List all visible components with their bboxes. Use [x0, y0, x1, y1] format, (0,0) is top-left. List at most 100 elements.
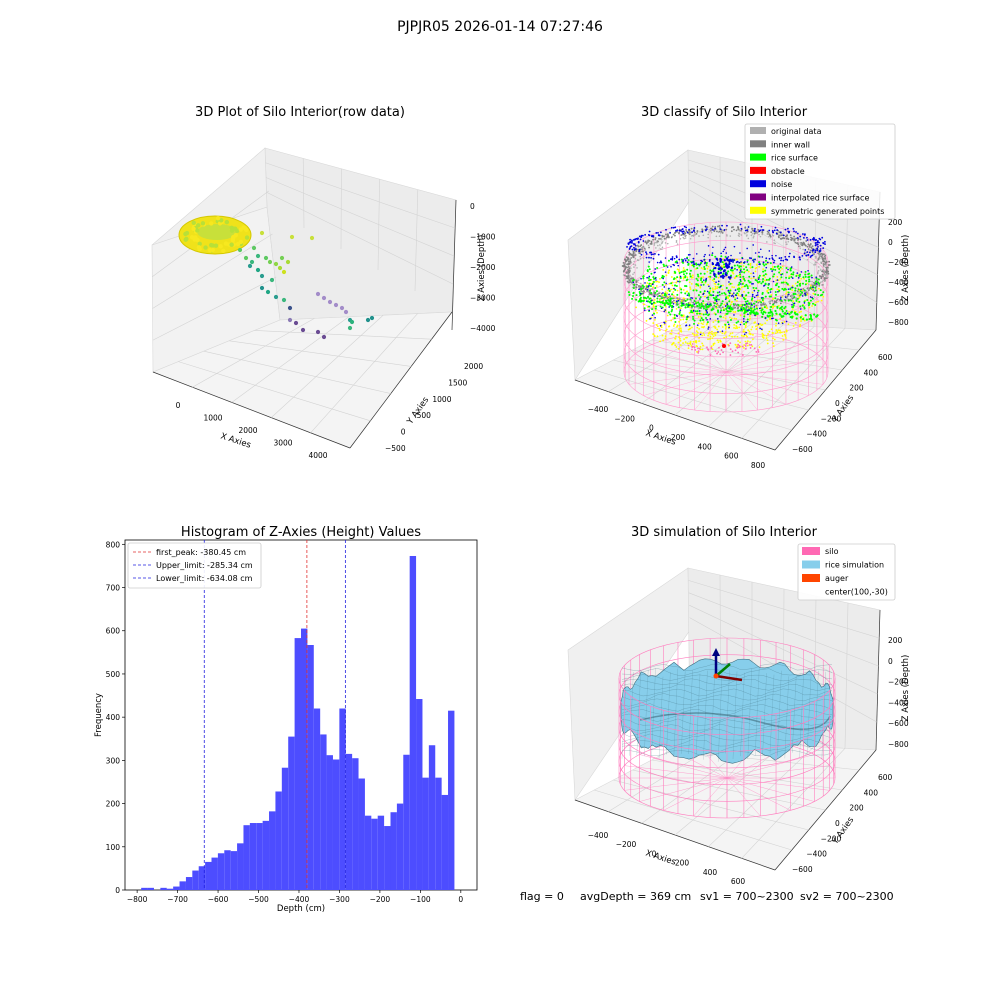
- symmetric-point: [768, 330, 771, 333]
- noise-point: [771, 317, 773, 320]
- rice-mesh-line: [629, 672, 634, 756]
- noise-point: [687, 315, 689, 318]
- original-point: [665, 237, 668, 240]
- rice-surface-point: [722, 309, 725, 312]
- inner-wall-point: [806, 245, 809, 248]
- noise-point: [682, 230, 685, 233]
- symmetric-point: [769, 317, 772, 320]
- hist-xtick-0: −800: [127, 895, 148, 904]
- noise-point: [810, 254, 813, 257]
- raw-point: [300, 327, 306, 333]
- silo-spoke: [725, 371, 809, 396]
- original-point: [664, 242, 667, 244]
- symmetric-point: [759, 323, 762, 325]
- noise-point: [630, 239, 633, 242]
- rice-surface-point: [777, 285, 780, 288]
- original-point: [817, 271, 819, 274]
- inner-wall-point: [696, 230, 699, 232]
- symmetric-point: [752, 333, 754, 336]
- symmetric-point: [717, 276, 720, 279]
- noise-point: [736, 260, 739, 263]
- inner-wall-point: [644, 240, 647, 243]
- inner-wall-point: [796, 290, 799, 293]
- hist-bar: [205, 861, 212, 890]
- raw-y-tick-3: 1000: [432, 395, 451, 404]
- original-point: [632, 263, 635, 266]
- rice-surface-point: [822, 291, 825, 294]
- noise-point: [633, 249, 636, 251]
- noise-point: [656, 261, 659, 264]
- original-point: [750, 234, 753, 237]
- raw-point: [285, 259, 291, 265]
- symmetric-point: [679, 330, 682, 332]
- rice-surface-point: [774, 309, 777, 313]
- noise-point: [706, 290, 709, 293]
- rice-surface-point: [713, 278, 716, 281]
- obstacle-point: [722, 344, 726, 348]
- noise-point: [660, 307, 663, 310]
- silo-spoke: [725, 371, 758, 411]
- noise-point: [818, 241, 820, 244]
- rice-surface-point: [714, 255, 717, 258]
- inner-wall-point: [828, 260, 831, 263]
- noise-point: [803, 234, 806, 236]
- noise-point: [757, 294, 759, 296]
- symmetric-point: [765, 337, 768, 340]
- rice-surface-point: [757, 276, 760, 279]
- original-point: [799, 245, 801, 248]
- hist-ytick-0: 0: [115, 886, 120, 895]
- noise-point: [711, 262, 715, 266]
- symmetric-point: [775, 324, 777, 327]
- rice-surface-point: [737, 309, 740, 312]
- rice-surface-point: [801, 304, 804, 307]
- rice-surface-point: [703, 272, 706, 275]
- symmetric-point: [783, 333, 786, 336]
- original-point: [675, 297, 677, 300]
- rice-surface-point: [642, 275, 645, 278]
- noise-point: [679, 229, 682, 232]
- noise-point: [626, 246, 628, 248]
- original-point: [819, 269, 822, 271]
- rice-surface-point: [729, 318, 732, 321]
- original-point: [819, 257, 821, 260]
- symmetric-point: [664, 305, 667, 308]
- noise-point: [638, 250, 641, 252]
- noise-point: [653, 271, 656, 274]
- noise-point: [800, 271, 803, 273]
- rice-mesh-line: [688, 670, 693, 754]
- original-point: [795, 297, 798, 299]
- rice-surface-point: [764, 295, 767, 298]
- noise-point: [811, 249, 814, 252]
- rice-surface-point: [779, 307, 782, 310]
- noise-point: [724, 246, 727, 249]
- noise-point: [675, 230, 677, 232]
- symmetric-point: [706, 270, 709, 273]
- rice-surface-point: [789, 315, 792, 319]
- symmetric-point: [748, 285, 751, 287]
- hist-bar: [237, 843, 244, 890]
- inner-wall-point: [793, 235, 796, 238]
- noise-point: [671, 259, 674, 261]
- noise-point: [673, 257, 676, 260]
- classify-legend-label-5: interpolated rice surface: [771, 194, 869, 203]
- inner-wall-point: [734, 303, 737, 306]
- rice-surface-point: [793, 311, 796, 314]
- hist-xtick-6: −200: [370, 895, 391, 904]
- noise-point: [726, 303, 729, 306]
- rice-surface-point: [670, 310, 673, 313]
- symmetric-point: [678, 336, 681, 339]
- noise-point: [739, 278, 742, 281]
- noise-point: [740, 283, 742, 285]
- rice-surface-point: [761, 315, 764, 318]
- rice-surface-point: [766, 314, 769, 317]
- rice-surface-point: [796, 313, 799, 316]
- noise-point: [679, 309, 682, 311]
- raw-ring-point: [238, 227, 243, 232]
- symmetric-point: [654, 318, 656, 321]
- symmetric-point: [664, 291, 667, 294]
- raw-x-tick-3: 3000: [273, 439, 292, 448]
- rice-surface-point: [739, 280, 742, 283]
- rice-surface-point: [685, 303, 688, 306]
- classify-legend-label-4: noise: [771, 180, 792, 189]
